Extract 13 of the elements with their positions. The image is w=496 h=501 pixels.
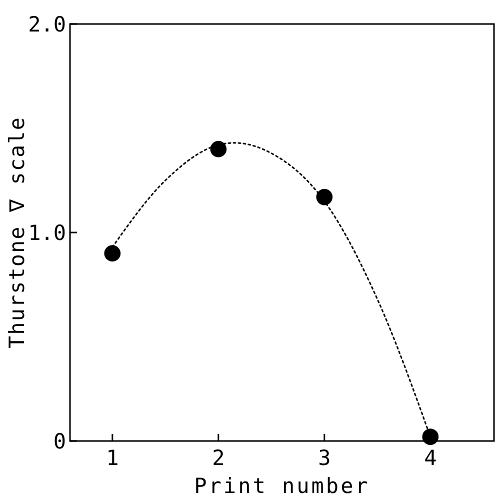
x-axis-title: Print number [194,474,370,498]
point [422,428,439,445]
point [104,245,121,262]
y-tick-label: 1.0 [28,220,66,245]
y-tick-label: 0 [53,429,66,454]
y-tick-label: 2.0 [28,12,66,36]
x-tick-label: 4 [424,446,437,470]
x-tick-label: 2 [212,446,225,470]
point [210,140,227,158]
y-axis-title: Thurstone ∇ scale [5,116,29,348]
point [316,188,333,206]
x-tick-label: 3 [318,446,331,470]
x-tick-label: 1 [106,446,119,470]
